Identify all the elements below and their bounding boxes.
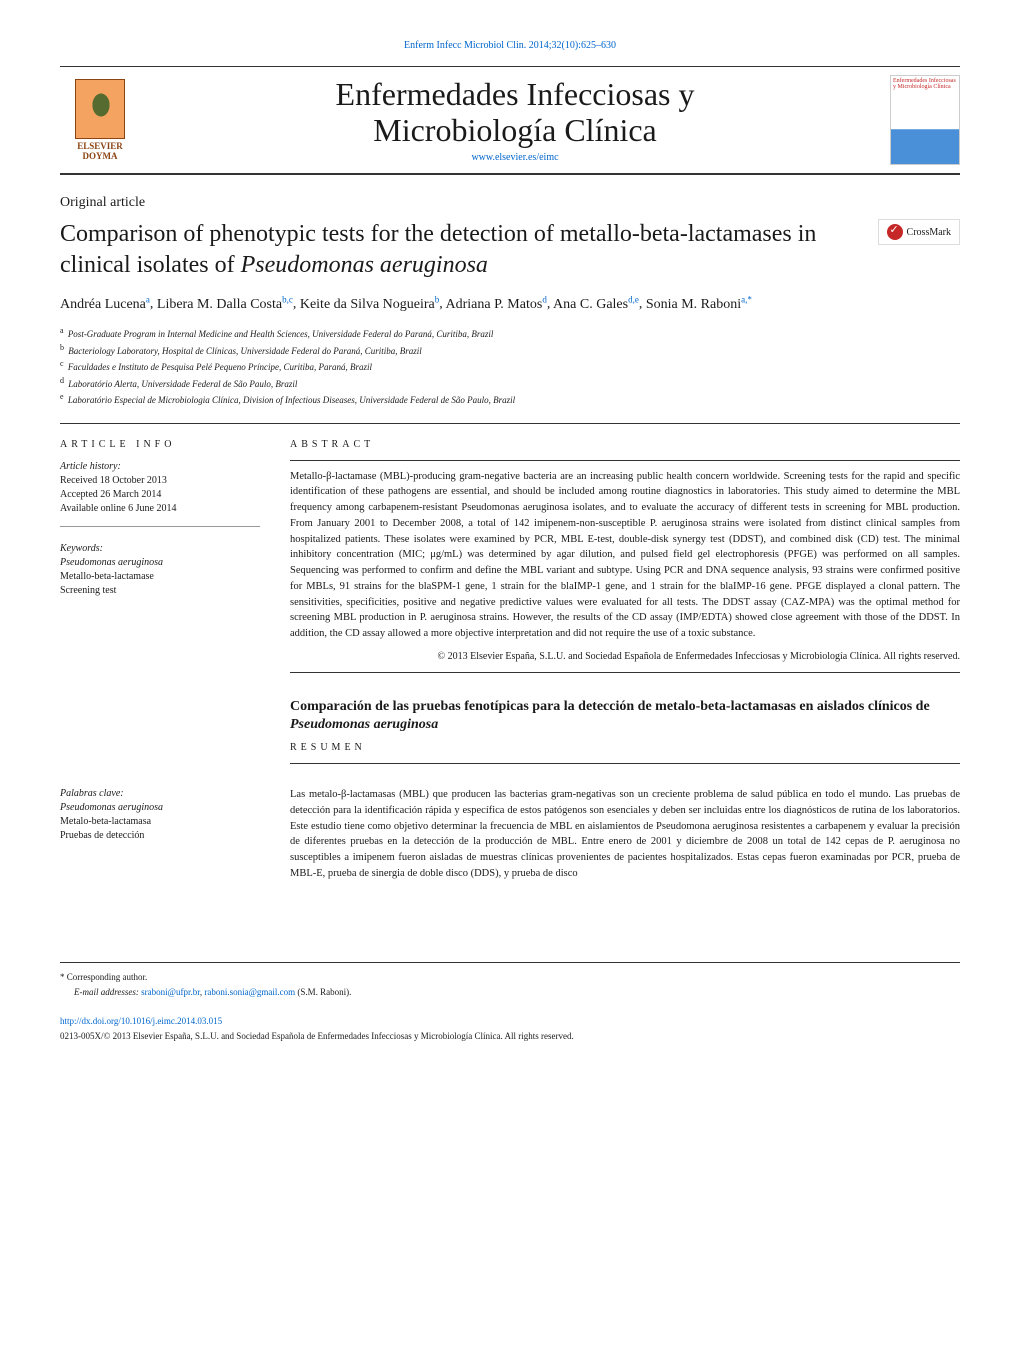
author: Keite da Silva Nogueirab xyxy=(300,297,439,312)
resumen-column: Las metalo-β-lactamasas (MBL) que produc… xyxy=(290,787,960,882)
journal-header: ELSEVIER DOYMA Enfermedades Infecciosas … xyxy=(60,66,960,175)
keywords-en: Keywords: Pseudomonas aeruginosa Metallo… xyxy=(60,542,260,598)
es-row: Palabras clave: Pseudomonas aeruginosa M… xyxy=(60,787,960,882)
page-footer: * Corresponding author. E-mail addresses… xyxy=(60,962,960,1044)
author: Sonia M. Rabonia,* xyxy=(646,297,752,312)
keyword-es: Pseudomonas aeruginosa xyxy=(60,801,260,815)
affiliation: c Faculdades e Instituto de Pesquisa Pel… xyxy=(60,358,960,375)
crossmark-icon xyxy=(887,224,903,240)
author-email[interactable]: sraboni@ufpr.br xyxy=(141,987,200,997)
keywords-label: Keywords: xyxy=(60,542,260,556)
article-history: Article history: Received 18 October 201… xyxy=(60,460,260,527)
es-title-species: Pseudomonas aeruginosa xyxy=(290,717,438,732)
abstract-column: ABSTRACT Metallo-β-lactamase (MBL)-produ… xyxy=(290,439,960,773)
history-online: Available online 6 June 2014 xyxy=(60,502,260,516)
resumen-header: RESUMEN xyxy=(290,742,960,753)
author-list: Andréa Lucenaa, Libera M. Dalla Costab,c… xyxy=(60,293,960,315)
info-abstract-row: ARTICLE INFO Article history: Received 1… xyxy=(60,439,960,773)
cover-label: Enfermedades Infecciosas y Microbiología… xyxy=(893,78,959,90)
publisher-logo: ELSEVIER DOYMA xyxy=(60,75,140,165)
doi-link[interactable]: http://dx.doi.org/10.1016/j.eimc.2014.03… xyxy=(60,1015,960,1029)
journal-title-line2: Microbiología Clínica xyxy=(140,113,890,148)
history-label: Article history: xyxy=(60,460,260,474)
title-row: Comparison of phenotypic tests for the d… xyxy=(60,219,960,281)
es-title-prefix: Comparación de las pruebas fenotípicas p… xyxy=(290,699,930,714)
affiliation: b Bacteriology Laboratory, Hospital de C… xyxy=(60,342,960,359)
affiliation: e Laboratório Especial de Microbiologia … xyxy=(60,391,960,408)
abstract-end-rule xyxy=(290,672,960,673)
history-accepted: Accepted 26 March 2014 xyxy=(60,488,260,502)
spanish-title: Comparación de las pruebas fenotípicas p… xyxy=(290,698,960,734)
title-species: Pseudomonas aeruginosa xyxy=(241,252,488,278)
affiliation: d Laboratório Alerta, Universidade Feder… xyxy=(60,375,960,392)
resumen-rule xyxy=(290,763,960,764)
abstract-text-en: Metallo-β-lactamase (MBL)-producing gram… xyxy=(290,469,960,642)
email-attribution: (S.M. Raboni). xyxy=(297,987,351,997)
author: Andréa Lucenaa xyxy=(60,297,150,312)
author: Adriana P. Matosd xyxy=(445,297,546,312)
journal-cover-thumbnail: Enfermedades Infecciosas y Microbiología… xyxy=(890,75,960,165)
elsevier-tree-icon xyxy=(75,79,125,139)
article-type: Original article xyxy=(60,195,960,211)
keywords-es-column: Palabras clave: Pseudomonas aeruginosa M… xyxy=(60,787,260,882)
crossmark-badge[interactable]: CrossMark xyxy=(878,219,960,245)
history-received: Received 18 October 2013 xyxy=(60,474,260,488)
journal-title-line1: Enfermedades Infecciosas y xyxy=(140,77,890,112)
keyword-es: Pruebas de detección xyxy=(60,829,260,843)
keyword: Metallo-beta-lactamase xyxy=(60,570,260,584)
abstract-text-es: Las metalo-β-lactamasas (MBL) que produc… xyxy=(290,787,960,882)
abstract-header: ABSTRACT xyxy=(290,439,960,450)
citation-link[interactable]: Enferm Infecc Microbiol Clin. 2014;32(10… xyxy=(60,40,960,51)
author: Libera M. Dalla Costab,c xyxy=(157,297,293,312)
journal-title-block: Enfermedades Infecciosas y Microbiología… xyxy=(140,77,890,162)
keywords-es-label: Palabras clave: xyxy=(60,787,260,801)
email-line: E-mail addresses: sraboni@ufpr.br, rabon… xyxy=(74,986,960,1000)
author: Ana C. Galesd,e xyxy=(553,297,639,312)
affiliations: a Post-Graduate Program in Internal Medi… xyxy=(60,325,960,408)
abstract-rule xyxy=(290,460,960,461)
copyright-en: © 2013 Elsevier España, S.L.U. and Socie… xyxy=(290,650,960,664)
keyword-es: Metalo-beta-lactamasa xyxy=(60,815,260,829)
crossmark-label: CrossMark xyxy=(907,227,951,238)
section-divider xyxy=(60,423,960,424)
author-email[interactable]: raboni.sonia@gmail.com xyxy=(204,987,295,997)
publisher-name: ELSEVIER DOYMA xyxy=(60,141,140,161)
article-info-header: ARTICLE INFO xyxy=(60,439,260,450)
article-info-column: ARTICLE INFO Article history: Received 1… xyxy=(60,439,260,773)
keyword: Screening test xyxy=(60,584,260,598)
keyword: Pseudomonas aeruginosa xyxy=(60,556,260,570)
journal-url[interactable]: www.elsevier.es/eimc xyxy=(140,152,890,163)
issn-copyright: 0213-005X/© 2013 Elsevier España, S.L.U.… xyxy=(60,1030,960,1044)
keywords-es: Palabras clave: Pseudomonas aeruginosa M… xyxy=(60,787,260,843)
email-label: E-mail addresses: xyxy=(74,987,139,997)
affiliation: a Post-Graduate Program in Internal Medi… xyxy=(60,325,960,342)
article-title: Comparison of phenotypic tests for the d… xyxy=(60,219,878,281)
corresponding-author-note: * Corresponding author. xyxy=(60,971,960,985)
